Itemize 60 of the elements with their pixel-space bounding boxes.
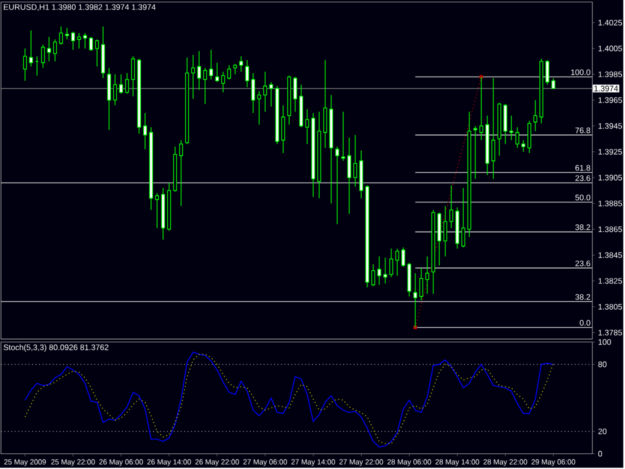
candlestick: [479, 76, 484, 141]
candlestick: [221, 72, 226, 93]
candlestick: [335, 146, 340, 225]
candlestick: [443, 206, 448, 257]
candlestick: [47, 36, 51, 62]
candlestick: [419, 268, 424, 301]
candlestick: [227, 65, 232, 80]
candlestick: [551, 78, 556, 90]
candlestick: [293, 76, 298, 112]
candlestick: [209, 50, 214, 80]
candlestick: [245, 60, 250, 88]
candlestick: [509, 115, 514, 141]
candlestick: [347, 137, 352, 214]
candlestick: [389, 248, 394, 278]
candlestick: [263, 72, 268, 112]
candlestick: [131, 56, 135, 97]
candlestick: [269, 82, 274, 108]
candlestick: [395, 248, 400, 276]
candlestick: [215, 62, 220, 83]
candlestick: [191, 54, 196, 100]
candlestick: [179, 140, 184, 207]
candlestick: [71, 31, 75, 50]
candlestick: [83, 32, 87, 50]
candlestick: [203, 68, 208, 105]
candlestick: [377, 256, 382, 286]
candlestick: [371, 264, 376, 287]
candlestick: [143, 112, 147, 150]
candlestick: [125, 72, 129, 94]
candlestick: [59, 26, 63, 46]
candlestick: [113, 74, 117, 106]
candlestick: [281, 105, 286, 154]
candlestick: [77, 32, 81, 50]
candlestick: [233, 64, 238, 75]
candlestick: [197, 50, 202, 90]
candlestick: [383, 257, 388, 284]
candlestick: [251, 72, 256, 114]
candlestick: [23, 48, 27, 82]
candlestick: [521, 140, 526, 152]
candlestick: [41, 44, 45, 68]
candlestick: [401, 247, 406, 268]
candlestick: [257, 90, 262, 126]
candlestick: [305, 108, 310, 145]
candlestick: [95, 39, 99, 68]
candlestick: [239, 56, 244, 72]
candlestick: [491, 78, 496, 180]
candlestick: [119, 74, 123, 94]
candlestick: [449, 185, 454, 229]
candlestick: [53, 39, 57, 62]
candlestick: [461, 188, 466, 248]
candlestick: [29, 30, 33, 68]
candlestick: [515, 127, 520, 149]
candlestick: [65, 28, 69, 40]
candlestick: [545, 60, 550, 86]
candlestick: [425, 256, 430, 294]
candlestick: [155, 192, 159, 229]
candlestick: [353, 134, 358, 188]
candlestick: [473, 126, 478, 180]
candlestick: [533, 100, 538, 132]
candlestick: [341, 112, 346, 162]
candlestick: [89, 36, 93, 52]
